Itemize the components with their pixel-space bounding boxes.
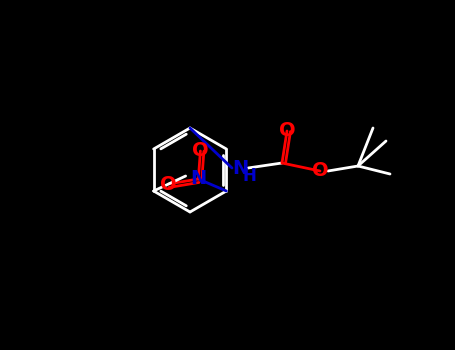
Text: O: O <box>160 175 177 194</box>
Text: O: O <box>192 141 209 161</box>
Text: N: N <box>190 169 207 189</box>
Text: O: O <box>312 161 329 181</box>
Text: O: O <box>278 121 295 140</box>
Text: H: H <box>242 167 256 185</box>
Text: N: N <box>232 159 248 177</box>
